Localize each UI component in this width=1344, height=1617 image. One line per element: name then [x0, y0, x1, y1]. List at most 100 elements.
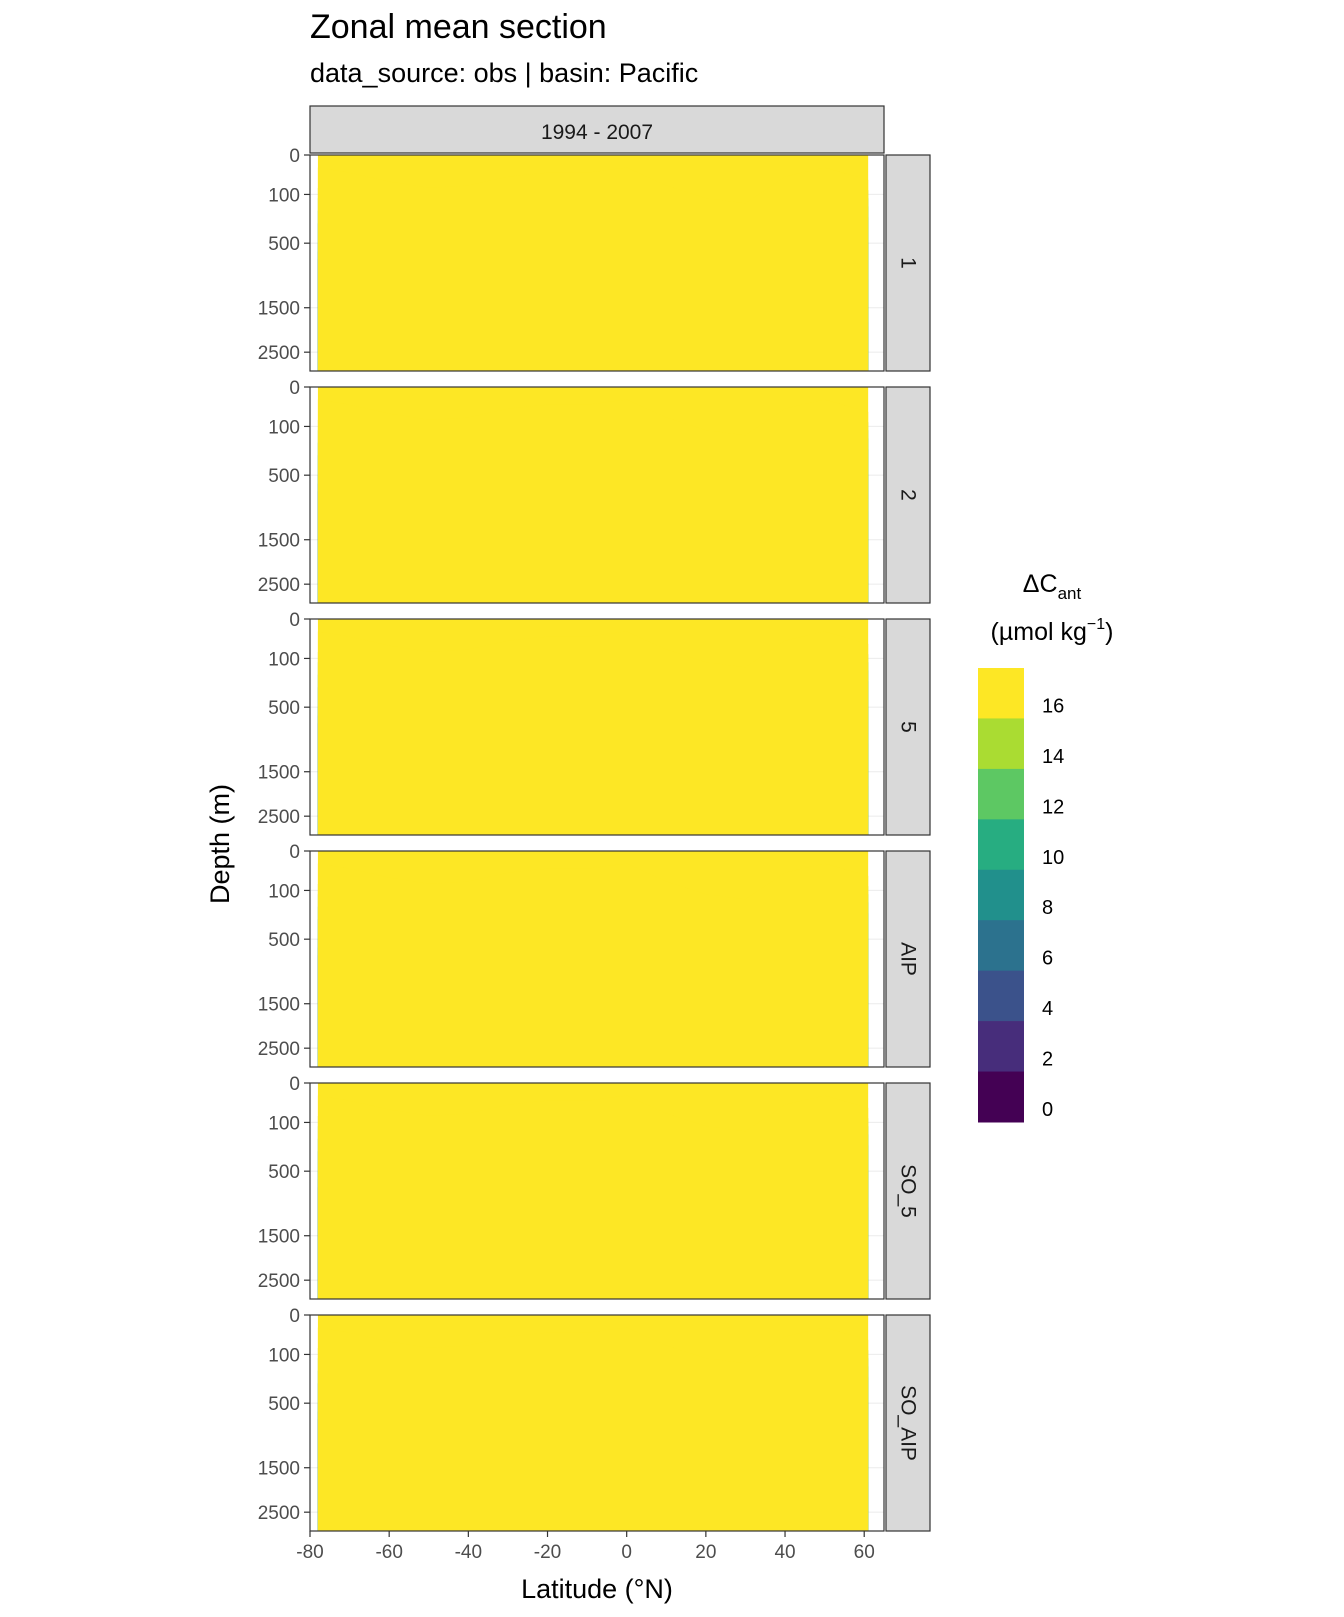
y-tick-label: 2500 [258, 807, 300, 828]
panel-border [309, 850, 885, 1068]
facet-strip-right [885, 1314, 931, 1532]
y-tick-label: 1500 [258, 995, 300, 1016]
legend-label: 14 [1042, 746, 1064, 768]
panel-5: 5 0 100 500 1500 2500 [258, 610, 931, 836]
panel-SO_5: SO_5 0 100 500 1500 2500 [258, 1074, 931, 1300]
x-tick-label: 60 [854, 1542, 875, 1563]
y-tick-label: 1500 [258, 1459, 300, 1480]
contour-band-16 [317, 399, 869, 603]
y-tick-label: 0 [289, 378, 300, 399]
y-tick-label: 500 [268, 1162, 300, 1183]
legend-title: ΔCant [1023, 570, 1082, 603]
panel-border [309, 618, 885, 836]
legend-unit: (µmol kg−1) [991, 616, 1114, 646]
contour-band-16 [317, 1327, 869, 1531]
legend-key [978, 920, 1024, 972]
legend-label: 10 [1042, 847, 1064, 869]
facet-strip-label: AIP [897, 942, 920, 976]
y-tick-label: 2500 [258, 575, 300, 596]
y-axis-label: Depth (m) [205, 784, 235, 904]
chart-title: Zonal mean section [310, 8, 607, 46]
panel-border [309, 1082, 885, 1300]
legend-label: 6 [1042, 948, 1053, 970]
panel-border [309, 386, 885, 604]
y-tick-label: 1500 [258, 763, 300, 784]
chart-subtitle: data_source: obs | basin: Pacific [310, 58, 699, 88]
y-tick-label: 100 [268, 185, 300, 206]
x-tick-label: 20 [695, 1542, 716, 1563]
facet-strip-top-label: 1994 - 2007 [541, 121, 653, 144]
y-tick-label: 1500 [258, 531, 300, 552]
contour-band-16 [317, 167, 869, 371]
y-tick-label: 0 [289, 1306, 300, 1327]
legend-key [978, 768, 1024, 820]
x-tick-label: -20 [534, 1542, 561, 1563]
y-tick-label: 500 [268, 1394, 300, 1415]
panel-AIP: AIP 0 100 500 1500 2500 [258, 842, 931, 1068]
legend-title-sub: ant [1058, 584, 1082, 603]
legend-label: 8 [1042, 897, 1053, 919]
y-tick-label: 100 [268, 1345, 300, 1366]
panel-SO_AIP: SO_AIP 0 100 500 1500 2500 [258, 1306, 931, 1532]
legend-label: 12 [1042, 796, 1064, 818]
x-axis-label: Latitude (°N) [521, 1574, 673, 1604]
panel-2: 2 0 100 500 1500 2500 [258, 378, 931, 604]
y-tick-label: 100 [268, 417, 300, 438]
y-tick-label: 500 [268, 466, 300, 487]
legend-unit-exp: −1 [1087, 616, 1105, 633]
facet-strip-label: 1 [897, 257, 920, 269]
y-tick-label: 2500 [258, 1503, 300, 1524]
x-tick-label: -80 [296, 1542, 323, 1563]
y-tick-label: 1500 [258, 299, 300, 320]
contour-band-16 [317, 1095, 869, 1299]
y-tick-label: 0 [289, 1074, 300, 1095]
x-tick-label: 40 [774, 1542, 795, 1563]
y-tick-label: 100 [268, 1113, 300, 1134]
y-tick-label: 0 [289, 842, 300, 863]
y-tick-label: 2500 [258, 1039, 300, 1060]
y-tick-label: 100 [268, 881, 300, 902]
facet-strip-top [309, 105, 885, 154]
legend: ΔCant (µmol kg−1) 16 14 12 10 8 6 4 2 0 [978, 570, 1113, 1123]
y-tick-label: 500 [268, 698, 300, 719]
legend-unit-post: ) [1105, 618, 1113, 646]
panel-border [309, 1314, 885, 1532]
legend-unit-pre: (µmol kg [991, 618, 1087, 646]
y-tick-label: 0 [289, 610, 300, 631]
y-tick-label: 100 [268, 649, 300, 670]
legend-label: 4 [1042, 998, 1053, 1020]
y-tick-label: 500 [268, 930, 300, 951]
x-tick-label: 0 [621, 1542, 632, 1563]
y-tick-label: 1500 [258, 1227, 300, 1248]
facet-strip-label: SO_5 [897, 1164, 920, 1218]
legend-key [978, 819, 1024, 871]
facet-strip-label: 2 [897, 489, 920, 501]
panel-1: 1 0 100 500 1500 2500 [258, 146, 931, 372]
panel-border [309, 154, 885, 372]
contour-band-16 [317, 863, 869, 1067]
legend-key [978, 718, 1024, 770]
legend-label: 16 [1042, 695, 1064, 717]
facet-strip-right [885, 154, 931, 372]
facet-strip-label: SO_AIP [897, 1385, 920, 1461]
facet-strip-label: 5 [897, 721, 920, 733]
legend-label: 0 [1042, 1099, 1053, 1121]
x-tick-label: -60 [375, 1542, 402, 1563]
legend-key [978, 668, 1024, 719]
facet-strip-right [885, 1082, 931, 1300]
legend-label: 2 [1042, 1049, 1053, 1071]
legend-key [978, 869, 1024, 921]
facet-strip-right [885, 618, 931, 836]
contour-band-16 [317, 631, 869, 835]
x-tick-label: -40 [455, 1542, 482, 1563]
facet-strip-right [885, 386, 931, 604]
facet-strip-right [885, 850, 931, 1068]
legend-title-main: ΔC [1023, 570, 1058, 598]
y-tick-label: 0 [289, 146, 300, 167]
y-tick-label: 500 [268, 234, 300, 255]
legend-key [978, 970, 1024, 1022]
y-tick-label: 2500 [258, 1271, 300, 1292]
legend-key [978, 1021, 1024, 1073]
